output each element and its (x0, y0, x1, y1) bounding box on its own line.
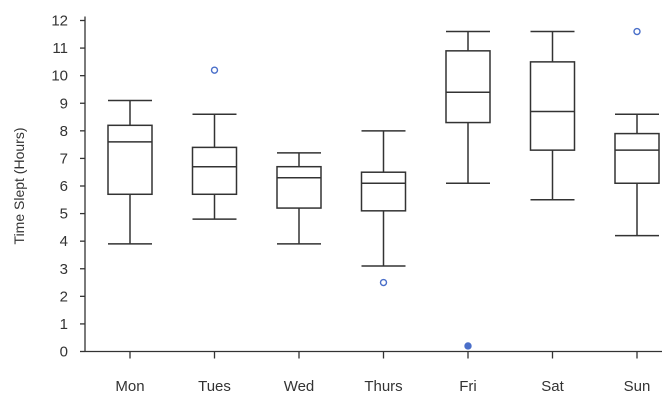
x-tick-label: Fri (459, 378, 477, 394)
box-sun (614, 27, 660, 237)
y-tick-label: 6 (60, 178, 68, 195)
y-tick-label: 11 (52, 40, 68, 57)
x-tick-label: Sat (541, 378, 564, 394)
y-tick-label: 2 (60, 288, 68, 305)
y-tick-label: 0 (60, 344, 68, 361)
box-iqr (107, 124, 153, 196)
box-sat (529, 30, 576, 201)
box-iqr (360, 171, 407, 212)
box-iqr (614, 132, 660, 184)
box-series (107, 27, 660, 350)
y-tick-label: 9 (60, 95, 68, 112)
y-tick-label: 1 (60, 316, 68, 333)
box-iqr (276, 165, 322, 209)
box-iqr (445, 50, 491, 124)
y-tick-label: 5 (60, 206, 68, 223)
y-tick-label: 4 (60, 233, 68, 250)
x-tick-label: Wed (284, 378, 315, 394)
box-wed (276, 152, 322, 245)
outlier-point (379, 278, 388, 287)
box-tues (191, 66, 238, 220)
outlier-point (210, 66, 219, 74)
y-tick-label: 12 (51, 13, 68, 30)
x-tick-label: Mon (115, 378, 144, 394)
y-axis-title: Time Slept (Hours) (11, 128, 27, 245)
outlier-point (633, 27, 641, 36)
box-thurs (360, 130, 407, 287)
x-tick-label: Tues (198, 378, 231, 394)
x-tick-label: Thurs (364, 378, 402, 394)
y-tick-label: 10 (51, 68, 68, 85)
box-iqr (529, 61, 576, 151)
y-tick-label: 8 (60, 123, 68, 140)
x-tick-label: Sun (624, 378, 651, 394)
y-tick-label: 3 (60, 261, 68, 278)
box-mon (107, 99, 153, 245)
box-iqr (191, 146, 238, 196)
box-fri (445, 30, 491, 350)
y-tick-label: 7 (60, 150, 68, 167)
outlier-point (464, 342, 472, 350)
